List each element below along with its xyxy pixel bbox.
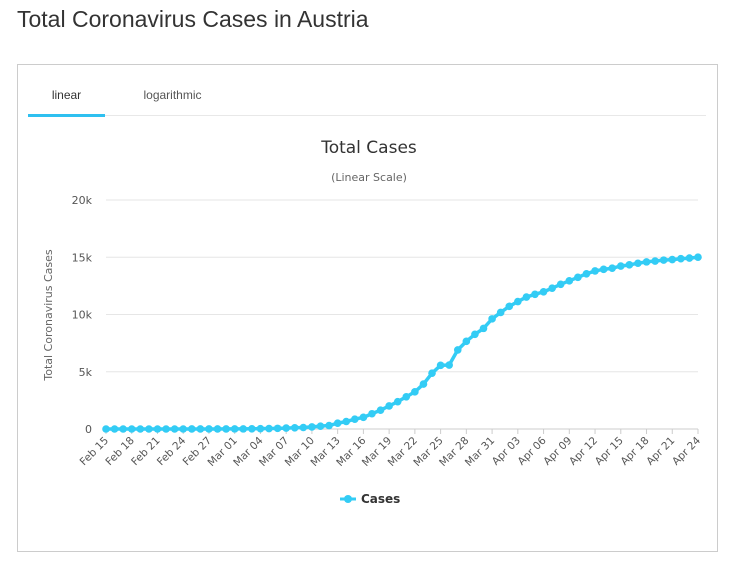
line-chart: Total Cases (Linear Scale) Total Coronav…	[42, 138, 703, 506]
data-point	[316, 422, 325, 430]
data-point	[642, 258, 651, 266]
data-point	[582, 269, 591, 278]
data-point	[179, 425, 188, 433]
data-point	[574, 273, 582, 282]
data-point	[196, 425, 205, 433]
grid-lines	[106, 199, 698, 430]
x-tick-label: Apr 24	[670, 434, 703, 467]
data-point	[153, 425, 162, 433]
y-axis-ticks: 0 5k 10k 15k 20k	[72, 194, 93, 436]
data-point	[556, 280, 565, 289]
data-point	[505, 302, 514, 311]
data-point	[445, 361, 453, 369]
data-point	[368, 409, 376, 418]
scale-tabs: linear logarithmic	[28, 65, 706, 117]
data-point	[599, 265, 608, 274]
active-tab-indicator	[28, 114, 105, 117]
data-point	[376, 406, 385, 414]
data-point	[102, 425, 110, 433]
data-point	[659, 256, 668, 264]
data-point	[634, 259, 642, 268]
data-point	[290, 424, 299, 432]
series-cases	[102, 253, 702, 433]
data-point	[359, 413, 368, 422]
data-point	[668, 255, 677, 264]
chart-panel: linear logarithmic Total Cases (Linear S…	[17, 64, 718, 552]
data-point	[462, 337, 471, 346]
y-tick-label: 20k	[72, 194, 93, 207]
data-point	[393, 397, 402, 406]
data-point	[685, 254, 694, 262]
data-point	[496, 308, 505, 317]
data-point	[136, 425, 145, 433]
legend-label-cases: Cases	[361, 492, 400, 506]
data-point	[522, 293, 531, 301]
data-point	[119, 425, 127, 433]
data-point	[539, 287, 548, 296]
tab-logarithmic[interactable]: logarithmic	[120, 65, 225, 115]
data-point	[342, 417, 351, 426]
data-point	[248, 424, 256, 433]
data-point	[411, 388, 419, 396]
data-point	[282, 424, 290, 432]
tab-logarithmic-label: logarithmic	[143, 88, 202, 102]
chart-title: Total Cases	[320, 138, 417, 158]
y-tick-label: 0	[85, 423, 92, 436]
chart-subtitle: (Linear Scale)	[331, 171, 407, 184]
data-point	[170, 425, 179, 433]
data-point	[694, 253, 702, 262]
data-point	[565, 277, 574, 285]
data-point	[213, 425, 222, 433]
data-point	[548, 284, 556, 292]
data-point	[402, 392, 411, 401]
data-point	[187, 425, 196, 433]
data-point	[677, 254, 685, 263]
data-point	[436, 361, 445, 370]
data-point	[273, 424, 282, 433]
data-point	[351, 415, 359, 423]
data-point	[419, 380, 428, 388]
data-point	[608, 264, 617, 273]
data-point	[127, 425, 136, 433]
legend[interactable]: Cases	[340, 492, 400, 506]
data-point	[591, 267, 599, 275]
data-point	[222, 425, 230, 433]
data-point	[333, 419, 342, 428]
data-point	[385, 402, 393, 410]
data-point	[471, 330, 479, 339]
y-tick-label: 10k	[72, 309, 93, 322]
data-point	[265, 424, 273, 433]
data-point	[110, 425, 119, 433]
data-point	[531, 290, 539, 299]
data-point	[145, 425, 153, 433]
tab-linear-label: linear	[51, 88, 82, 102]
page-title: Total Coronavirus Cases in Austria	[17, 6, 369, 32]
data-point	[616, 262, 625, 270]
y-tick-label: 5k	[79, 366, 93, 379]
data-point	[308, 423, 316, 431]
y-tick-label: 15k	[72, 251, 93, 264]
data-point	[239, 425, 248, 433]
tab-linear[interactable]: linear	[28, 65, 105, 117]
data-point	[205, 425, 213, 433]
data-point	[428, 369, 436, 377]
y-axis-label: Total Coronavirus Cases	[42, 249, 55, 382]
data-point	[325, 421, 333, 430]
data-point	[488, 315, 496, 323]
data-point	[479, 324, 488, 333]
data-point	[299, 423, 308, 432]
data-point	[256, 424, 265, 433]
data-point	[453, 346, 462, 354]
data-point	[625, 261, 634, 269]
data-point	[651, 257, 659, 265]
data-point	[514, 297, 522, 306]
data-point	[162, 425, 170, 433]
series-line	[104, 255, 700, 431]
legend-marker	[344, 495, 352, 503]
data-point	[230, 425, 239, 433]
